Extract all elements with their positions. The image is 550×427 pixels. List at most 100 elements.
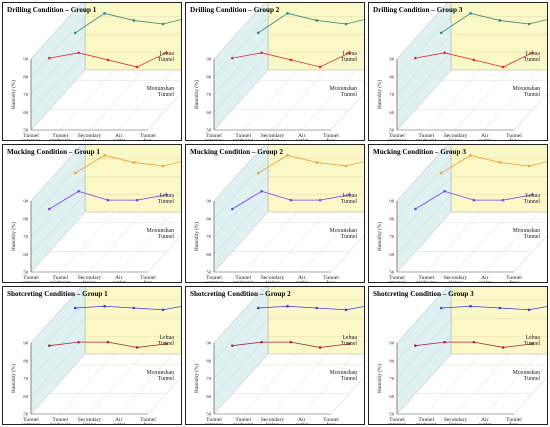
x-tick-label: Air outlet [295, 133, 308, 141]
data-point [77, 189, 80, 193]
floor-edge [147, 376, 181, 415]
data-point [531, 342, 534, 346]
chart-title: Shotcreting Condition – Group 2 [190, 290, 291, 298]
y-tick-label: 50 [389, 128, 394, 133]
data-point [315, 19, 319, 22]
floor-gridline [455, 69, 510, 131]
y-tick-label: 50 [206, 128, 211, 133]
floor-edge [147, 234, 181, 273]
side-wall [30, 287, 86, 415]
x-tick-label: Tunnel midpoint [416, 275, 437, 283]
chart-panel: 50 60 70 80 90 Humidity (%) Tunnel entrance Tunn… [2, 144, 182, 283]
data-point [132, 161, 136, 164]
data-point [443, 189, 446, 193]
y-tick-label: 60 [23, 110, 28, 115]
x-tick-label: Tunnel face [323, 275, 339, 283]
side-gridline [30, 52, 86, 113]
y-axis-label: Humidity (%) [193, 80, 200, 109]
y-tick-label: 70 [206, 92, 211, 97]
x-tick-label: Air outlet [112, 417, 125, 425]
x-tick-label: Tunnel entrance [22, 275, 41, 283]
floor-gridline [272, 353, 327, 415]
side-gridline [30, 158, 86, 219]
x-tick-label: Tunnel face [506, 275, 522, 283]
data-point [231, 344, 234, 347]
floor-gridline [60, 69, 115, 131]
chart-panel: 50 60 70 80 90 Humidity (%) Tunnel entrance Tunn… [368, 286, 548, 425]
y-axis-label: Humidity (%) [376, 364, 383, 393]
data-point [531, 51, 534, 55]
side-gridline [213, 300, 269, 361]
x-tick-label: Tunnel face [140, 417, 156, 425]
floor-gridline [272, 211, 327, 273]
data-point [289, 340, 293, 344]
side-gridline [30, 300, 86, 361]
y-tick-label: 60 [206, 110, 211, 115]
floor-gridline [330, 235, 364, 273]
side-wall [213, 3, 269, 131]
data-point [414, 344, 417, 347]
depth-label: Moxunshan Tunnel [513, 370, 541, 382]
data-point [289, 198, 293, 202]
floor-edge [513, 376, 547, 415]
y-tick-label: 80 [389, 74, 394, 79]
data-point [344, 22, 348, 26]
data-point [161, 22, 165, 26]
y-tick-label: 60 [389, 110, 394, 115]
chart-title: Mucking Condition – Group 2 [190, 148, 283, 156]
data-point [286, 12, 289, 15]
floor-edge [513, 234, 547, 273]
chart-panel: 50 60 70 80 90 Humidity (%) Tunnel entrance Tunn… [368, 2, 548, 141]
x-tick-label: Air outlet [478, 417, 491, 425]
y-tick-label: 50 [206, 270, 211, 275]
floor-edge [147, 92, 181, 131]
side-gridline [30, 176, 86, 237]
y-tick-label: 80 [389, 358, 394, 363]
data-point [498, 306, 502, 310]
side-gridline [396, 3, 448, 60]
side-gridline [396, 176, 452, 237]
depth-label: LehuaTunnel [158, 335, 175, 347]
data-point [132, 19, 136, 22]
depth-label: Moxunshan Tunnel [330, 228, 358, 240]
floor-gridline [30, 69, 86, 131]
depth-label: LehuaTunnel [158, 51, 175, 63]
y-tick-label: 80 [389, 216, 394, 221]
x-tick-label: Tunnel face [323, 133, 339, 141]
data-point [231, 207, 234, 211]
y-tick-label: 80 [23, 358, 28, 363]
depth-label: Moxunshan Tunnel [513, 86, 541, 98]
side-wall [213, 145, 269, 273]
x-tick-label: Tunnel face [506, 133, 522, 141]
y-tick-label: 70 [206, 376, 211, 381]
depth-label: Moxunshan Tunnel [147, 228, 175, 240]
chart-title: Shotcreting Condition – Group 3 [373, 290, 474, 298]
data-point [439, 31, 443, 35]
data-point [106, 198, 110, 202]
data-point [165, 193, 168, 197]
x-tick-label: Tunnel midpoint [233, 133, 254, 141]
depth-label: LehuaTunnel [341, 335, 358, 347]
y-tick-label: 70 [23, 376, 28, 381]
floor-gridline [396, 211, 452, 273]
depth-label: Moxunshan Tunnel [147, 370, 175, 382]
side-gridline [213, 145, 265, 202]
data-point [501, 346, 505, 349]
y-tick-label: 70 [389, 376, 394, 381]
y-tick-label: 90 [23, 341, 28, 346]
y-axis-label: Humidity (%) [10, 80, 17, 109]
x-tick-label: Secondary lining [261, 133, 285, 141]
y-axis-label: Humidity (%) [193, 222, 200, 251]
chart-canvas: 50 60 70 80 90 Humidity (%) Tunnel entrance Tunn… [10, 287, 181, 425]
chart-title: Shotcreting Condition – Group 1 [7, 290, 108, 298]
data-point [443, 340, 446, 344]
side-gridline [30, 336, 86, 397]
floor-gridline [118, 353, 173, 415]
chart-canvas: 50 60 70 80 90 Humidity (%) Tunnel entrance Tunn… [376, 3, 547, 141]
y-tick-label: 80 [206, 74, 211, 79]
x-tick-label: Tunnel midpoint [416, 417, 437, 425]
y-tick-label: 90 [389, 57, 394, 62]
depth-label: LehuaTunnel [524, 193, 541, 205]
side-gridline [30, 16, 86, 77]
x-tick-label: Air outlet [112, 275, 125, 283]
